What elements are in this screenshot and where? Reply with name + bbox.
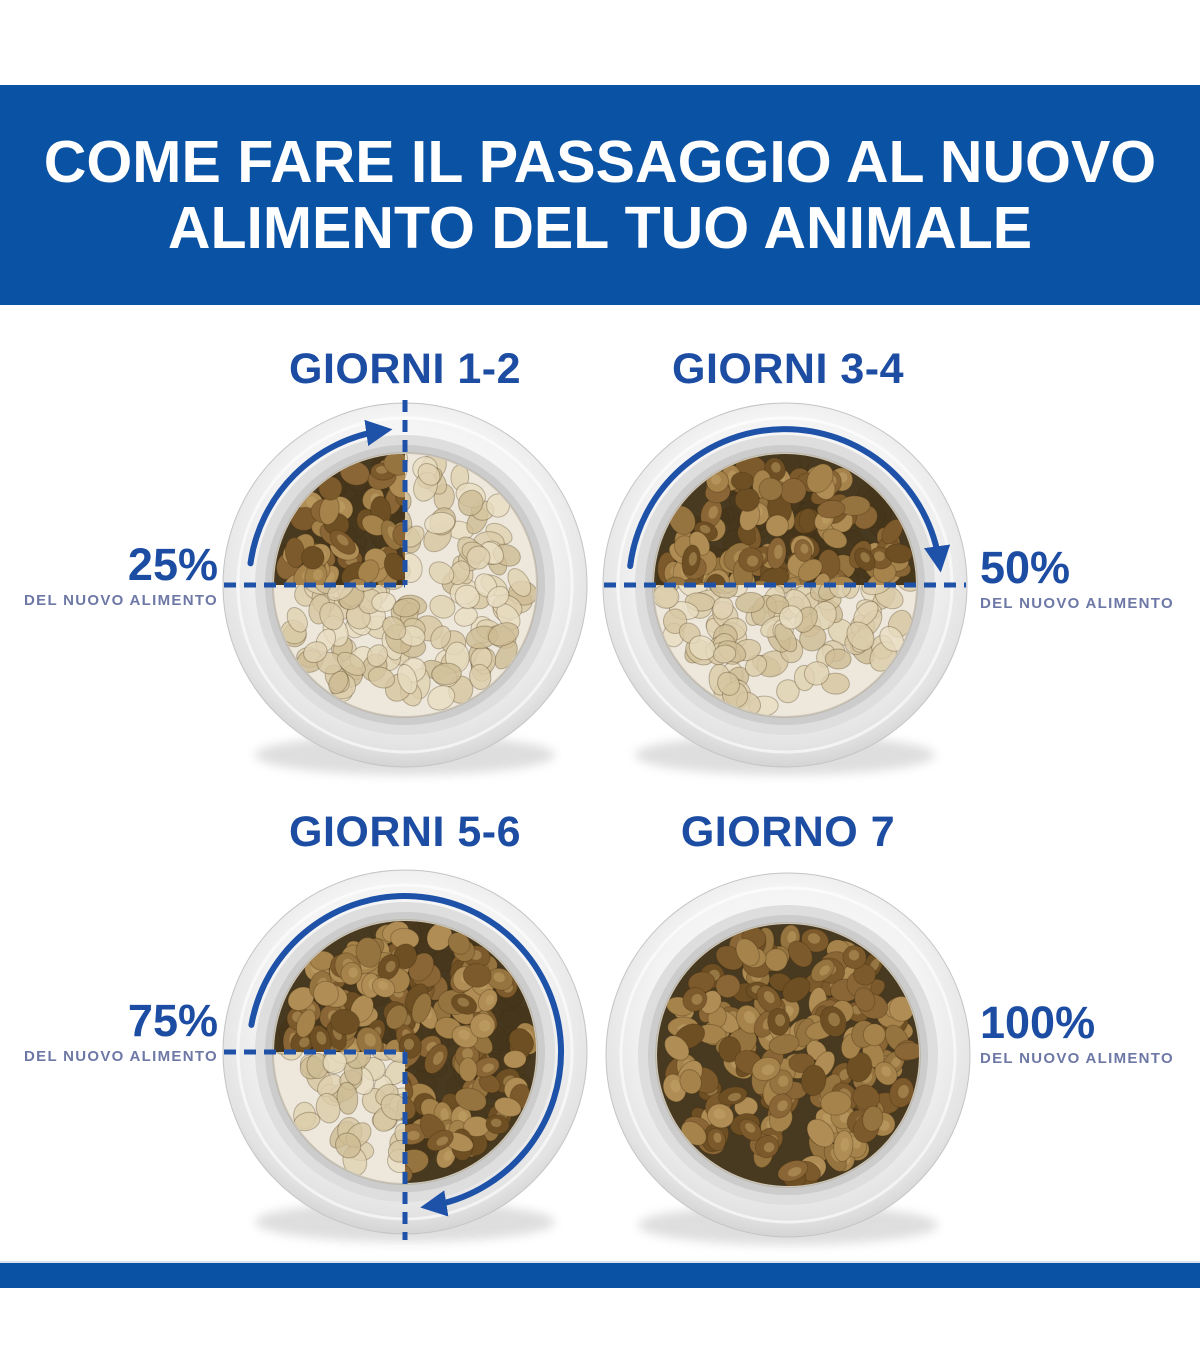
percent-value: 75% [127, 995, 218, 1046]
title-banner: COME FARE IL PASSAGGIO AL NUOVO ALIMENTO… [0, 85, 1200, 305]
step-day-7-label: GIORNO 7 [680, 808, 896, 856]
step-days-5-6-percent-block: 75% DEL NUOVO ALIMENTO [24, 998, 218, 1064]
bottom-section-bar [0, 1263, 1200, 1288]
kibble [654, 454, 916, 716]
step-days-5-6-label: GIORNI 5-6 [289, 808, 521, 856]
step-days-3-4-label: GIORNI 3-4 [672, 345, 904, 393]
kibble [657, 924, 919, 1186]
footer-hairline [0, 1261, 1200, 1263]
transition-arrow [627, 426, 951, 573]
bowl-day-7 [605, 872, 971, 1245]
step-days-3-4-percent-block: 50% DEL NUOVO ALIMENTO [980, 545, 1174, 611]
bowl-days-1-2 [222, 400, 588, 775]
title-line-1: COME FARE IL PASSAGGIO AL NUOVO [43, 128, 1157, 195]
percent-value: 50% [980, 542, 1071, 593]
percent-value: 25% [127, 539, 218, 590]
title-line-2: ALIMENTO DEL TUO ANIMALE [167, 195, 1033, 261]
step-days-1-2-percent-block: 25% DEL NUOVO ALIMENTO [24, 542, 218, 608]
bowl-days-5-6 [222, 869, 588, 1242]
kibble [274, 454, 536, 711]
step-days-1-2-label: GIORNI 1-2 [289, 345, 521, 393]
step-day-7-percent-block: 100% DEL NUOVO ALIMENTO [980, 1000, 1174, 1066]
percent-value: 100% [980, 997, 1096, 1048]
kibble [274, 921, 536, 1183]
new-food-kibble [662, 924, 919, 1186]
transition-arrow [248, 893, 564, 1217]
percent-sublabel: DEL NUOVO ALIMENTO [24, 592, 218, 609]
percent-sublabel: DEL NUOVO ALIMENTO [980, 595, 1174, 612]
bowl-days-3-4 [602, 402, 968, 775]
percent-sublabel: DEL NUOVO ALIMENTO [24, 1048, 218, 1065]
percent-sublabel: DEL NUOVO ALIMENTO [980, 1050, 1174, 1067]
transition-arrow [247, 419, 393, 567]
new-food-kibble [657, 454, 913, 585]
